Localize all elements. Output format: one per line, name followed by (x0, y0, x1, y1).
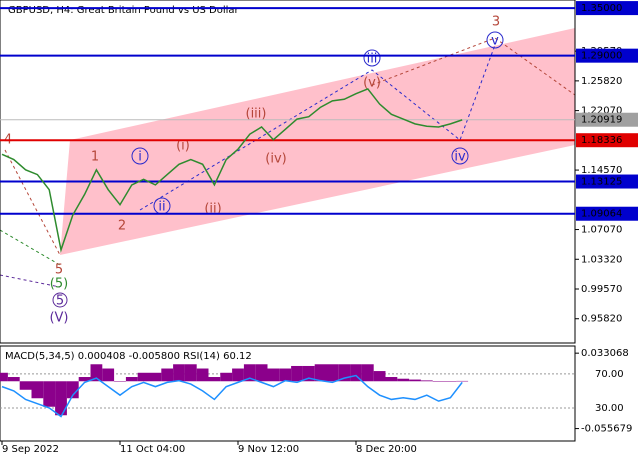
wave-circle (363, 49, 381, 67)
macd-bar (361, 364, 374, 382)
wave-lines (0, 37, 576, 288)
x-tick-label: 11 Oct 04:00 (120, 444, 185, 455)
y-tick-label: 1.14570 (581, 165, 622, 176)
macd-bar (255, 364, 268, 382)
macd-bar (456, 380, 469, 382)
macd-bar (279, 368, 292, 382)
wave-label: 5 (56, 294, 64, 309)
wave-circle (52, 292, 68, 308)
level-label: 1.09064 (581, 209, 622, 220)
wave-label: iv (454, 150, 466, 165)
macd-bar (420, 380, 433, 382)
macd-bar (90, 364, 103, 382)
current-price-label: 1.20919 (581, 115, 622, 126)
macd-bar (302, 365, 315, 382)
macd-bar (409, 379, 421, 382)
y-tick-label: 1.25820 (581, 76, 622, 87)
macd-bar (326, 364, 339, 382)
wave-label: 5 (55, 263, 63, 278)
x-tick-label: 8 Dec 20:00 (356, 444, 417, 455)
macd-bar (208, 377, 221, 382)
level-box (576, 206, 638, 221)
wave-label: (i) (176, 139, 190, 154)
wave-label: iii (367, 52, 378, 67)
macd-bar (184, 364, 197, 382)
level-label: 1.35000 (581, 3, 622, 14)
x-tick-label: 9 Nov 12:00 (238, 444, 299, 455)
macd-bar (102, 368, 115, 382)
y-tick-label: 1.07070 (581, 225, 622, 236)
macd-bar (149, 372, 162, 382)
y-tick-label: 0.99570 (581, 284, 622, 295)
sub-frame (0, 345, 576, 442)
macd-bar (314, 364, 327, 382)
x-tick-label: 9 Sep 2022 (2, 444, 59, 455)
wave-label: ii (158, 200, 165, 215)
level-box (576, 174, 638, 189)
macd-bar (66, 381, 79, 399)
macd-bar (385, 377, 398, 382)
wave-label: 2 (118, 219, 126, 234)
macd-bar (267, 368, 280, 382)
macd-bar (220, 372, 233, 382)
macd-bar (0, 372, 8, 382)
chart-title: GBPUSD, H4: Great Britain Pound vs US Do… (8, 5, 240, 16)
wave-label: (V) (49, 311, 68, 326)
macd-bar (173, 364, 185, 382)
macd-bar (31, 381, 44, 399)
macd-bar (291, 365, 303, 382)
macd-bar (397, 378, 410, 382)
macd-bar (114, 381, 126, 382)
level-label: 1.13125 (581, 177, 622, 188)
macd-bar (444, 381, 457, 382)
y2-tick-label: 70.00 (595, 369, 624, 380)
wave-circle (131, 147, 149, 165)
y-tick-label: 0.033068 (581, 348, 629, 359)
plot-frame (0, 0, 576, 344)
y2-tick-label: 30.00 (595, 403, 624, 414)
wave-label: v (491, 34, 499, 49)
macd-bar (7, 377, 20, 382)
level-label: 1.18336 (581, 135, 622, 146)
wave-label: (iv) (265, 152, 286, 167)
level-label: 1.29000 (581, 51, 622, 62)
price-line (1, 88, 463, 253)
macd-bar (432, 381, 445, 382)
macd-bar (125, 377, 138, 382)
y-tick-label: -0.055679 (581, 424, 632, 435)
wave-label: (iii) (246, 107, 267, 122)
wave-label: (v) (363, 76, 381, 91)
y-tick-label: 1.03320 (581, 254, 622, 265)
current-price-box (576, 112, 638, 127)
wave-circle (486, 31, 504, 49)
y-tick-label: 1.22070 (581, 106, 622, 117)
wave-label: 1 (91, 150, 99, 165)
channel (60, 28, 575, 255)
indicator-title: MACD(5,34,5) 0.000408 -0.005800 RSI(14) … (5, 351, 252, 362)
wave-label: i (138, 150, 142, 165)
macd-bar (243, 364, 256, 382)
macd-bar (43, 381, 56, 407)
macd-bar (161, 368, 174, 382)
macd-bar (196, 368, 209, 382)
macd-bar (373, 371, 386, 382)
macd-bar (78, 377, 91, 382)
level-box (576, 48, 638, 63)
wave-label: (5) (50, 277, 68, 292)
level-box (576, 1, 638, 16)
wave-circle (451, 147, 469, 165)
level-box (576, 133, 638, 148)
macd-bar (232, 368, 244, 382)
macd-bar (55, 381, 67, 416)
macd-bar (350, 364, 362, 382)
y-tick-label: 0.95820 (581, 314, 622, 325)
macd-bar (137, 372, 150, 382)
macd-bar (19, 381, 32, 390)
rsi-line (1, 374, 463, 418)
macd-bar (338, 364, 351, 382)
wave-label: 3 (492, 15, 500, 30)
